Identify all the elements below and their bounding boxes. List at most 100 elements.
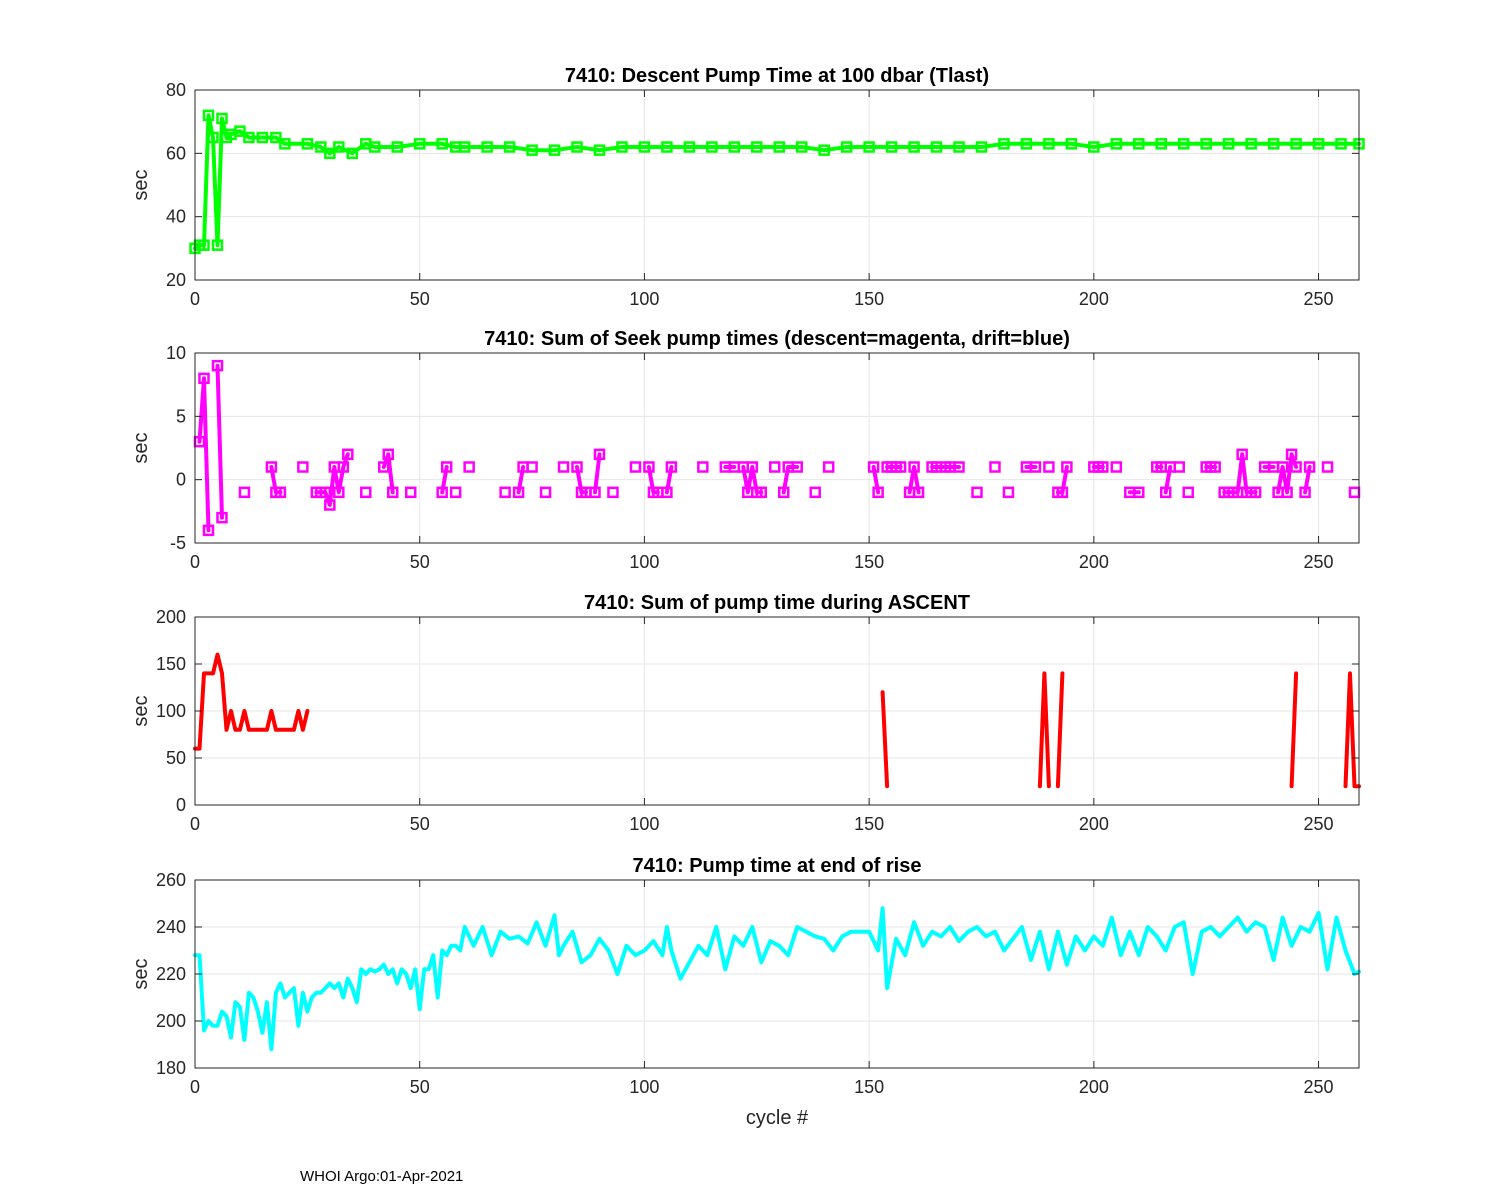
data-point xyxy=(324,499,336,511)
axes-box xyxy=(194,352,1360,544)
data-point xyxy=(449,486,462,499)
data-point xyxy=(629,461,642,473)
y-tick-label: 0 xyxy=(176,795,186,815)
y-tick-label: 60 xyxy=(166,143,186,163)
data-point xyxy=(333,486,345,499)
data-point xyxy=(1173,461,1185,473)
data-point xyxy=(1133,486,1145,499)
x-tick-label: 200 xyxy=(1079,289,1109,309)
data-point xyxy=(755,486,768,499)
data-point xyxy=(1285,448,1298,461)
data-point xyxy=(526,144,538,156)
data-point xyxy=(198,372,210,385)
data-point xyxy=(382,448,395,461)
data-point xyxy=(822,461,835,473)
y-tick-label: 40 xyxy=(166,207,186,227)
y-tick-label: 200 xyxy=(156,607,186,627)
data-point xyxy=(863,141,875,153)
data-point xyxy=(1177,138,1190,150)
data-point xyxy=(1267,138,1280,150)
data-point xyxy=(436,486,448,499)
data-point xyxy=(746,461,759,473)
data-point xyxy=(1061,461,1073,473)
data-point xyxy=(728,141,741,153)
data-point xyxy=(413,138,426,150)
data-point xyxy=(211,359,224,372)
series-line xyxy=(1289,671,1299,789)
data-point xyxy=(593,448,606,461)
data-point xyxy=(1276,461,1289,473)
data-point xyxy=(270,131,282,144)
data-point xyxy=(198,239,210,251)
data-point xyxy=(202,524,215,537)
y-tick-label: -5 xyxy=(170,533,186,553)
series-line xyxy=(215,363,224,520)
y-tick-label: 80 xyxy=(166,80,186,100)
x-tick-label: 50 xyxy=(410,552,430,572)
series-line xyxy=(193,652,310,751)
y-axis-label: sec xyxy=(130,432,152,463)
data-point xyxy=(342,448,354,461)
data-point xyxy=(337,461,350,473)
data-point xyxy=(791,461,803,473)
data-point xyxy=(589,486,601,499)
data-point xyxy=(777,486,790,499)
data-point xyxy=(953,141,965,153)
data-point xyxy=(1056,486,1069,499)
data-point xyxy=(202,109,215,122)
data-point xyxy=(1290,138,1302,150)
x-tick-label: 250 xyxy=(1304,289,1334,309)
data-point xyxy=(661,486,673,499)
data-point xyxy=(391,141,403,153)
data-point xyxy=(333,141,345,153)
x-tick-label: 50 xyxy=(410,289,430,309)
data-point xyxy=(593,144,606,156)
series-line xyxy=(1055,671,1065,789)
data-point xyxy=(930,141,943,153)
series-line xyxy=(193,906,1361,1052)
data-point xyxy=(661,141,673,153)
x-tick-label: 150 xyxy=(854,814,884,834)
data-point xyxy=(386,486,399,499)
data-point xyxy=(243,131,255,144)
data-point xyxy=(297,461,309,473)
x-tick-label: 50 xyxy=(410,814,430,834)
y-tick-label: 180 xyxy=(156,1058,186,1078)
data-point xyxy=(1110,138,1123,150)
data-point xyxy=(571,461,583,473)
data-point xyxy=(1236,448,1248,461)
y-tick-label: 10 xyxy=(166,343,186,363)
series-line xyxy=(741,465,764,495)
data-point xyxy=(378,461,390,473)
data-point xyxy=(998,138,1010,150)
x-tick-label: 100 xyxy=(629,1077,659,1097)
data-point xyxy=(1020,138,1033,150)
x-tick-label: 0 xyxy=(190,289,200,309)
series-line xyxy=(593,452,602,495)
data-point xyxy=(894,461,907,473)
data-point xyxy=(256,131,269,144)
axes-box xyxy=(194,89,1360,281)
data-point xyxy=(1299,486,1311,499)
y-tick-label: 150 xyxy=(156,654,186,674)
x-tick-label: 100 xyxy=(629,814,659,834)
data-point xyxy=(499,486,511,499)
data-point xyxy=(436,138,448,150)
data-point xyxy=(1303,461,1316,473)
data-point xyxy=(1043,138,1055,150)
data-point xyxy=(1249,486,1262,499)
data-point xyxy=(773,141,785,153)
x-tick-label: 0 xyxy=(190,814,200,834)
series-line xyxy=(197,376,211,533)
x-tick-label: 100 xyxy=(629,552,659,572)
data-point xyxy=(795,141,808,153)
data-point xyxy=(1321,461,1334,473)
data-point xyxy=(548,144,561,156)
data-point xyxy=(953,461,965,473)
x-tick-label: 100 xyxy=(629,289,659,309)
data-point xyxy=(885,141,898,153)
subplot-title: 7410: Descent Pump Time at 100 dbar (Tla… xyxy=(565,65,989,87)
data-point xyxy=(1281,486,1293,499)
data-point xyxy=(279,138,291,150)
data-point xyxy=(526,461,538,473)
